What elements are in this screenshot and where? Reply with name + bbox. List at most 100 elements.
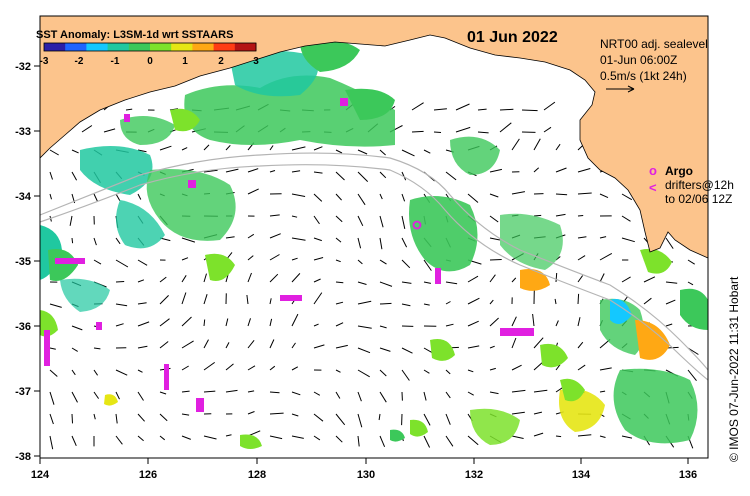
current-vector — [313, 292, 323, 305]
current-vector — [357, 215, 364, 227]
current-vector — [379, 149, 386, 156]
current-vector — [115, 323, 124, 327]
colorbar-tick-0: 0 — [147, 56, 153, 67]
current-vector — [115, 435, 123, 445]
current-vector — [313, 146, 323, 151]
current-vector — [357, 193, 366, 206]
current-vector — [313, 391, 321, 396]
current-vector — [357, 171, 369, 182]
current-vector — [357, 413, 363, 428]
current-vector — [159, 341, 169, 349]
current-vector — [401, 347, 413, 354]
current-vector — [357, 369, 370, 378]
current-vector — [489, 345, 495, 349]
current-vector — [665, 299, 676, 305]
bathymetry-contours — [39, 152, 709, 381]
current-vector — [247, 168, 259, 173]
current-vector — [378, 413, 381, 421]
current-vector — [445, 369, 451, 375]
current-vector — [621, 193, 633, 201]
current-vector — [181, 237, 196, 243]
current-vector — [269, 318, 273, 327]
axis-ticks — [34, 65, 689, 464]
current-vector — [137, 391, 144, 401]
colorbar-swatch — [65, 43, 87, 51]
argo-float — [412, 220, 422, 230]
current-vector — [511, 435, 524, 439]
current-vector — [71, 391, 78, 403]
current-vector — [543, 101, 556, 111]
current-vector — [269, 412, 284, 415]
current-vector — [335, 435, 343, 443]
current-vector — [555, 364, 561, 371]
current-vector — [93, 369, 99, 376]
current-vector — [137, 259, 148, 266]
scale-arrow-icon — [606, 85, 635, 93]
current-vector — [555, 435, 562, 438]
current-vector — [269, 298, 272, 305]
colorbar-swatch — [44, 43, 66, 51]
current-vector — [69, 215, 73, 226]
current-vector — [401, 237, 408, 248]
current-vector — [49, 303, 62, 308]
land-mass — [39, 15, 709, 259]
current-vector — [379, 281, 393, 287]
colorbar-tick-1: 1 — [182, 56, 188, 67]
current-vector — [313, 323, 319, 327]
current-vector — [401, 259, 411, 269]
current-vector — [247, 318, 251, 327]
current-vector — [477, 108, 487, 111]
current-vector — [291, 146, 306, 151]
current-vector — [621, 215, 631, 222]
current-vector — [269, 254, 280, 261]
current-vector — [335, 193, 342, 201]
current-vector — [225, 342, 230, 349]
current-vector — [247, 411, 255, 415]
y-tick-label-36: -36 — [15, 321, 31, 333]
current-vector — [335, 281, 344, 284]
current-vector — [511, 138, 520, 151]
current-vector — [247, 255, 254, 261]
current-vector — [577, 434, 592, 437]
current-vector — [357, 149, 368, 155]
current-vector — [225, 236, 235, 239]
current-vector — [357, 435, 360, 447]
x-tick-label-128: 128 — [248, 469, 266, 481]
current-vector — [269, 214, 280, 217]
colorbar-tick-2: 2 — [218, 56, 224, 67]
current-vector — [379, 215, 384, 228]
current-vector — [159, 276, 167, 283]
current-vector — [577, 215, 584, 217]
current-vector — [269, 435, 283, 440]
current-vector — [159, 391, 167, 395]
current-vector — [313, 237, 322, 242]
current-vector — [499, 108, 514, 111]
current-vector — [599, 193, 609, 199]
current-vector — [467, 369, 474, 373]
colorbar-tick-minus1: -1 — [111, 56, 120, 67]
current-vector — [137, 149, 147, 153]
current-vector — [93, 347, 101, 350]
current-vector — [511, 364, 522, 371]
x-tick-label-132: 132 — [465, 469, 483, 481]
current-vector — [247, 339, 255, 349]
current-vector — [532, 313, 535, 327]
current-vector — [489, 193, 499, 198]
x-tick-label-136: 136 — [679, 469, 697, 481]
current-vector — [115, 413, 118, 424]
y-tick-label-37: -37 — [15, 386, 31, 398]
current-vector — [543, 126, 552, 133]
current-vector — [555, 320, 559, 327]
current-vector — [291, 413, 299, 417]
current-vector — [665, 323, 673, 327]
colorbar-tick-3: 3 — [253, 56, 259, 67]
current-vector — [203, 319, 206, 327]
current-vector — [335, 391, 341, 399]
current-vector — [203, 169, 218, 173]
current-vector — [181, 340, 194, 349]
current-vector — [203, 361, 215, 371]
current-vector — [225, 144, 231, 151]
current-vector — [577, 236, 587, 239]
argo-legend-label: Argo — [665, 164, 693, 178]
current-vector — [203, 294, 208, 305]
